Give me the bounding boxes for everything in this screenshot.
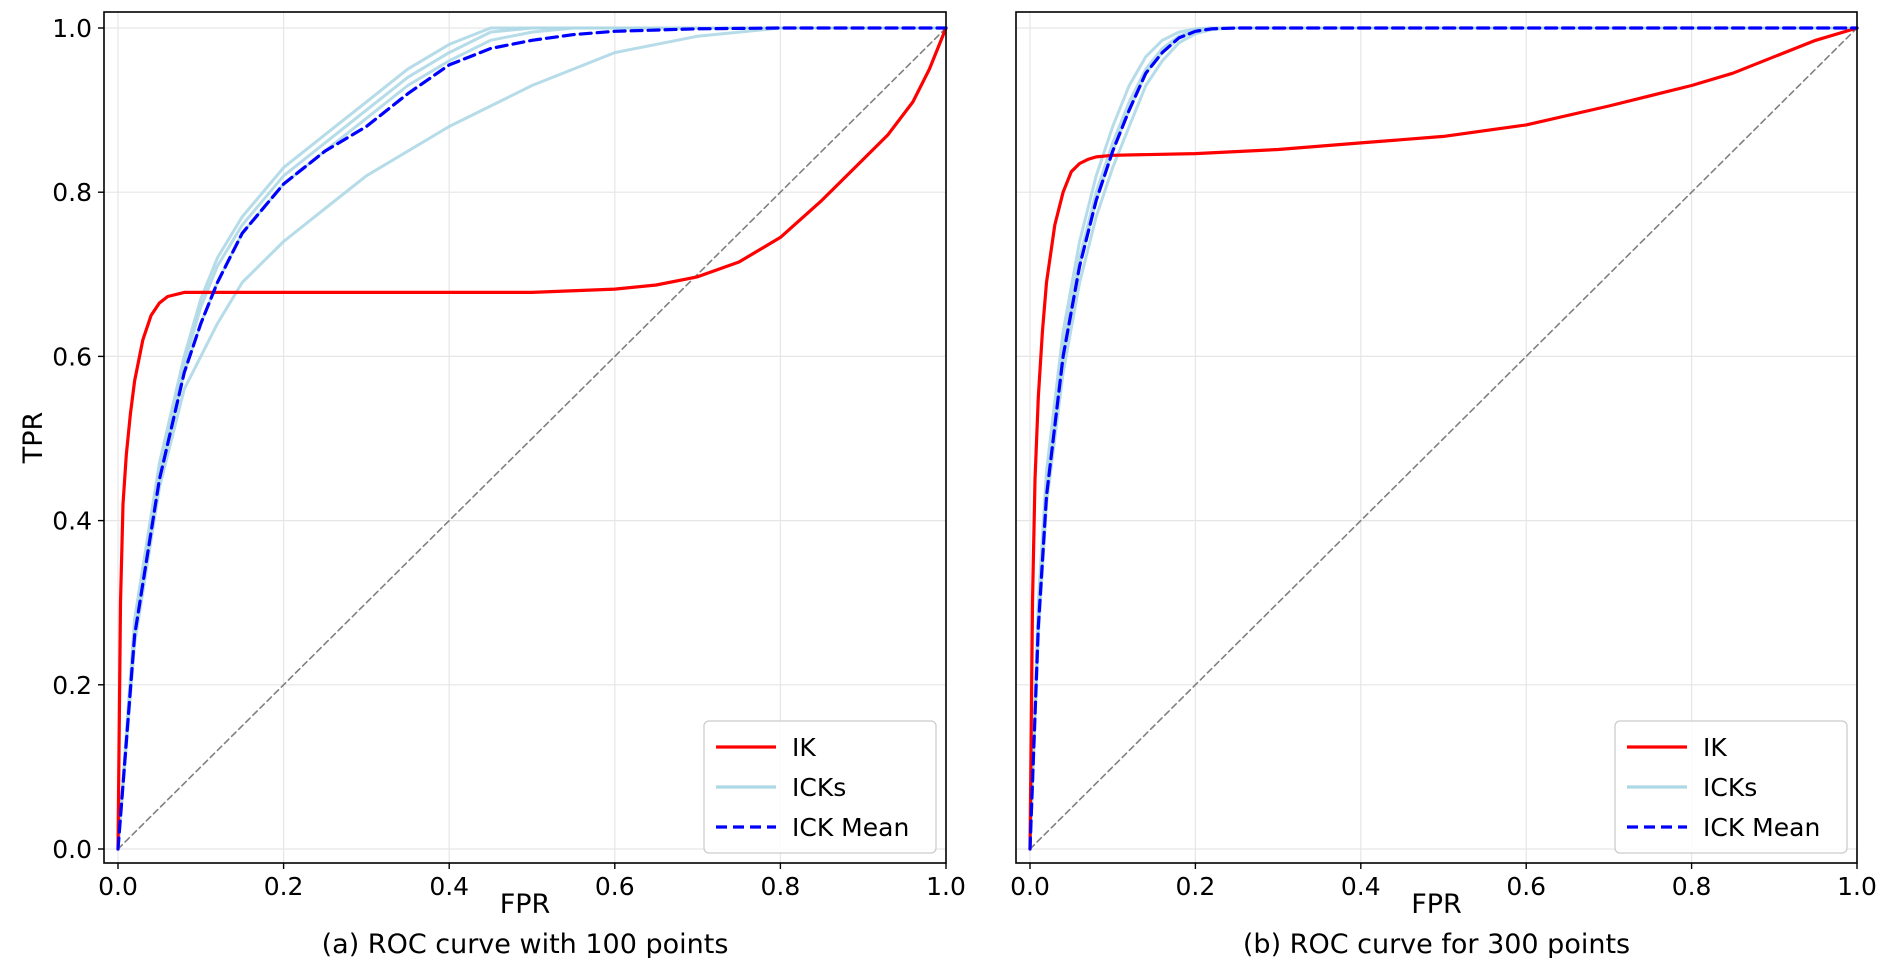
y-tick-label: 0.4 — [52, 507, 92, 536]
x-axis-label: FPR — [500, 889, 551, 920]
gridlines — [1016, 12, 1858, 863]
x-tick-label: 0.2 — [1176, 872, 1216, 901]
series-line-icks — [116, 26, 948, 851]
x-tick-label: 0.6 — [595, 872, 635, 901]
y-tick-label: 0.8 — [52, 178, 92, 207]
chance-diagonal-line — [1029, 27, 1858, 850]
y-axis: 0.0 0.2 0.4 0.6 0.8 1.0 — [52, 14, 104, 864]
legend-label: ICKs — [1703, 773, 1757, 802]
series-line-icks — [1028, 26, 1859, 851]
y-tick-label: 0.0 — [52, 835, 92, 864]
subplot-caption: (b) ROC curve for 300 points — [1243, 929, 1630, 958]
series-line-icks — [116, 26, 948, 851]
series-line-ik — [1028, 26, 1859, 851]
x-tick-label: 1.0 — [1837, 872, 1877, 901]
subplot-b: 0.0 0.2 0.4 0.6 0.8 1.0 FPR (b) ROC curve for 3… — [1010, 11, 1877, 958]
x-tick-label: 0.6 — [1506, 872, 1546, 901]
plot-frame — [103, 11, 947, 864]
x-axis: 0.0 0.2 0.4 0.6 0.8 1.0 — [98, 863, 966, 901]
legend: IK ICKs ICK Mean — [703, 720, 937, 854]
series-group — [1028, 26, 1859, 851]
legend-label: ICK Mean — [1703, 813, 1820, 842]
series-line-ick-mean — [116, 26, 948, 851]
series-line-ik — [116, 26, 948, 851]
legend-label: IK — [1703, 733, 1727, 762]
x-tick-label: 0.0 — [98, 872, 138, 901]
subplot-caption: (a) ROC curve with 100 points — [322, 929, 729, 958]
chance-diagonal-line — [117, 27, 947, 850]
y-tick-label: 0.6 — [52, 342, 92, 371]
legend-box — [1614, 720, 1848, 854]
series-group — [116, 26, 948, 851]
x-tick-label: 0.4 — [429, 872, 469, 901]
x-tick-label: 0.8 — [761, 872, 801, 901]
x-tick-label: 1.0 — [926, 872, 966, 901]
plot-frame — [1015, 11, 1858, 864]
x-tick-label: 0.8 — [1672, 872, 1712, 901]
x-axis: 0.0 0.2 0.4 0.6 0.8 1.0 — [1010, 863, 1877, 901]
legend: IK ICKs ICK Mean — [1614, 720, 1848, 854]
x-tick-label: 0.0 — [1010, 872, 1050, 901]
x-axis-label: FPR — [1411, 889, 1462, 920]
y-axis-label: TPR — [18, 412, 49, 465]
legend-box — [703, 720, 937, 854]
y-tick-label: 0.2 — [52, 671, 92, 700]
x-tick-label: 0.2 — [264, 872, 304, 901]
series-line-icks — [116, 26, 948, 851]
legend-label: ICKs — [792, 773, 846, 802]
subplot-a: 0.0 0.2 0.4 0.6 0.8 1.0 0.0 0.2 0.4 0.6 0.8 1.0 FPR T… — [18, 11, 966, 958]
legend-label: ICK Mean — [792, 813, 909, 842]
series-line-ick-mean — [1028, 26, 1859, 851]
y-tick-label: 1.0 — [52, 14, 92, 43]
x-tick-label: 0.4 — [1341, 872, 1381, 901]
legend-label: IK — [792, 733, 816, 762]
